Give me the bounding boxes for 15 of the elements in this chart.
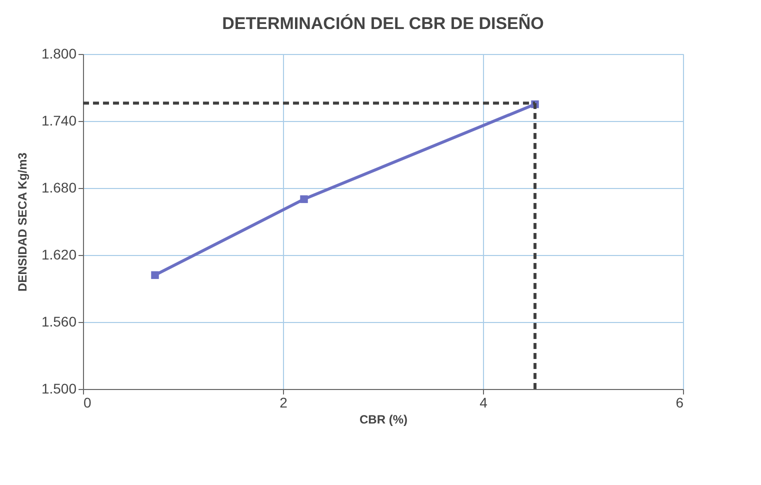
x-tick-label: 6 (676, 394, 684, 410)
x-axis-title: CBR (%) (360, 412, 408, 426)
x-tick-label: 0 (84, 394, 92, 410)
chart-title: DETERMINACIÓN DEL CBR DE DISEÑO (222, 13, 544, 33)
y-tick-label: 1.740 (41, 112, 77, 128)
point (151, 271, 159, 279)
x-tick-label: 2 (280, 394, 288, 410)
y-tick-label: 1.800 (41, 46, 77, 62)
y-tick-label: 1.680 (41, 180, 77, 196)
y-tick-label: 1.500 (41, 380, 77, 396)
y-tick-label: 1.560 (41, 314, 77, 330)
point (300, 195, 308, 204)
y-tick-label: 1.620 (41, 246, 77, 262)
y-axis-title: DENSIDAD SECA Kg/m3 (15, 152, 30, 292)
x-tick-label: 4 (480, 394, 488, 410)
